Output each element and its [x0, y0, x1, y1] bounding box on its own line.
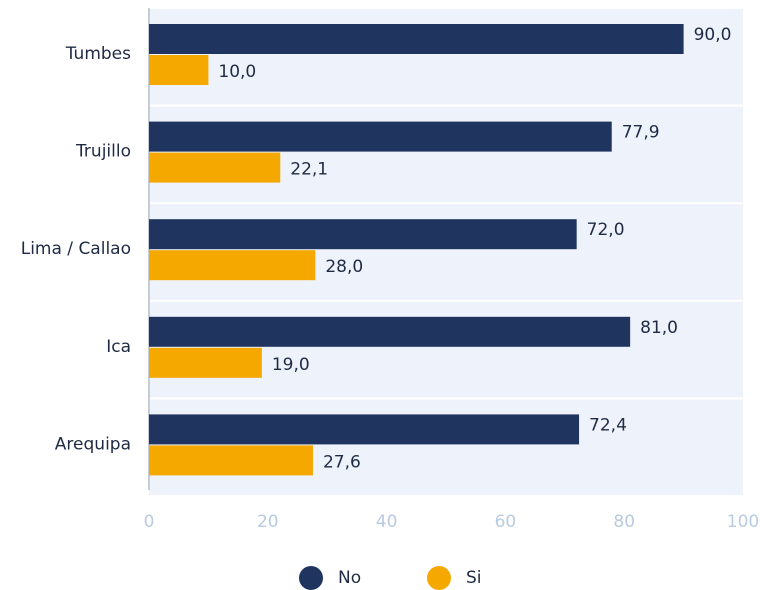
y-tick-label: Arequipa — [55, 434, 131, 454]
data-label: 81,0 — [640, 318, 678, 338]
y-tick-label: Tumbes — [65, 44, 131, 64]
x-tick-label: 40 — [376, 512, 398, 532]
bar — [149, 347, 262, 378]
bar — [149, 24, 684, 54]
bar — [149, 55, 209, 85]
data-label: 10,0 — [218, 62, 256, 82]
data-label: 77,9 — [622, 123, 660, 143]
data-label: 22,1 — [290, 160, 328, 180]
x-tick-label: 60 — [495, 512, 517, 532]
bar — [149, 121, 612, 152]
bar — [149, 219, 577, 250]
legend-label: No — [338, 568, 361, 588]
data-label: 72,0 — [587, 220, 625, 240]
bar — [149, 250, 316, 281]
bar — [149, 414, 580, 445]
legend-swatch — [427, 566, 451, 590]
data-label: 19,0 — [272, 355, 310, 375]
x-tick-label: 80 — [613, 512, 635, 532]
y-tick-label: Ica — [106, 337, 131, 357]
x-tick-label: 0 — [144, 512, 155, 532]
data-label: 72,4 — [589, 415, 627, 435]
data-label: 27,6 — [323, 452, 361, 472]
data-label: 28,0 — [325, 257, 363, 277]
bar — [149, 316, 631, 347]
y-tick-label: Lima / Callao — [21, 239, 131, 259]
legend-label: Si — [466, 568, 482, 588]
x-tick-label: 100 — [727, 512, 759, 532]
bar — [149, 152, 281, 183]
legend-swatch — [299, 566, 323, 590]
y-tick-label: Trujillo — [75, 142, 131, 162]
data-label: 90,0 — [694, 25, 732, 45]
x-tick-label: 20 — [257, 512, 279, 532]
band-background — [149, 9, 743, 105]
bar — [149, 445, 313, 476]
